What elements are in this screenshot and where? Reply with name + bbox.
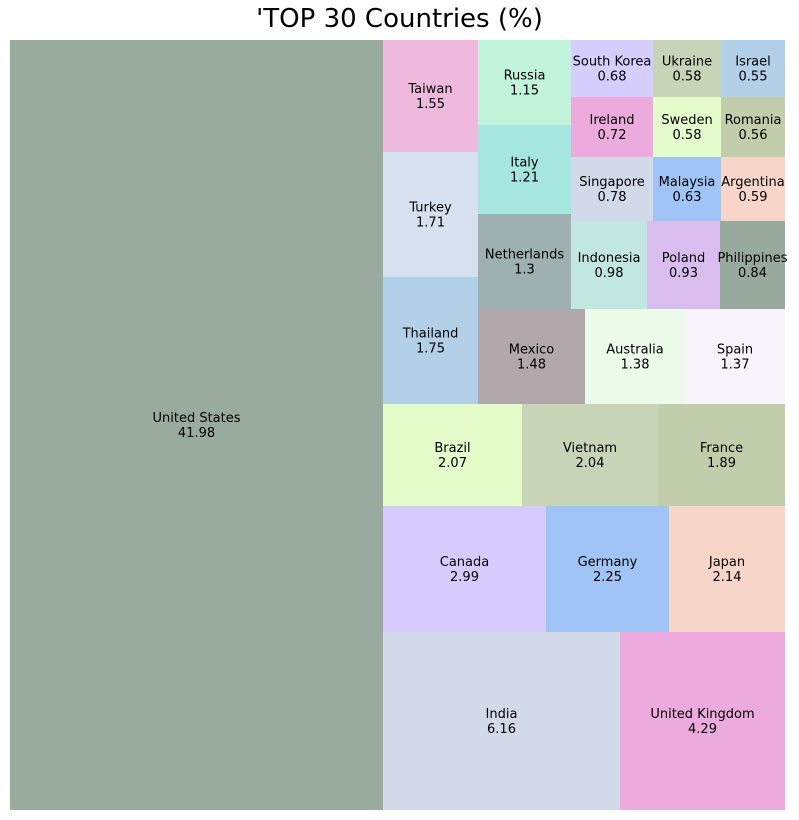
tile-value-vietnam: 2.04 xyxy=(576,456,605,471)
tile-value-germany: 2.25 xyxy=(593,570,622,585)
tile-label-mexico: Mexico xyxy=(509,343,554,358)
tile-value-indonesia: 0.98 xyxy=(595,266,624,281)
tile-italy xyxy=(478,125,571,214)
tile-value-japan: 2.14 xyxy=(713,570,742,585)
tile-value-italy: 1.21 xyxy=(510,171,539,186)
tile-germany xyxy=(546,506,669,632)
tile-label-canada: Canada xyxy=(440,555,489,570)
tile-label-india: India xyxy=(486,707,518,722)
tile-label-malaysia: Malaysia xyxy=(659,175,716,190)
tile-value-netherlands: 1.3 xyxy=(514,263,535,278)
tile-malaysia xyxy=(653,157,721,221)
tile-taiwan xyxy=(383,40,478,152)
tile-value-mexico: 1.48 xyxy=(517,358,546,373)
tile-value-sweden: 0.58 xyxy=(673,128,702,143)
tile-label-thailand: Thailand xyxy=(402,327,459,342)
tile-romania xyxy=(721,97,785,157)
tile-united-kingdom xyxy=(620,632,785,810)
tile-value-philippines: 0.84 xyxy=(738,266,767,281)
tile-value-ireland: 0.72 xyxy=(598,128,627,143)
tile-label-south-korea: South Korea xyxy=(573,55,652,70)
tile-label-vietnam: Vietnam xyxy=(563,441,617,456)
tile-united-states xyxy=(10,40,383,810)
tile-spain xyxy=(685,309,785,404)
tile-label-japan: Japan xyxy=(708,555,745,570)
tile-label-germany: Germany xyxy=(578,555,638,570)
tile-value-spain: 1.37 xyxy=(721,358,750,373)
tile-russia xyxy=(478,40,571,125)
tile-canada xyxy=(383,506,546,632)
tile-value-romania: 0.56 xyxy=(739,128,768,143)
tile-ukraine xyxy=(653,40,721,97)
tile-label-poland: Poland xyxy=(662,251,705,266)
tile-value-united-states: 41.98 xyxy=(178,426,215,441)
tile-label-argentina: Argentina xyxy=(721,175,784,190)
tile-label-israel: Israel xyxy=(735,55,771,70)
tile-label-russia: Russia xyxy=(504,69,546,84)
tile-label-turkey: Turkey xyxy=(408,201,452,216)
tile-australia xyxy=(585,309,685,404)
tile-label-romania: Romania xyxy=(725,113,782,128)
tile-philippines xyxy=(720,221,785,309)
tile-value-russia: 1.15 xyxy=(510,84,539,99)
tile-label-united-kingdom: United Kingdom xyxy=(650,707,754,722)
tile-indonesia xyxy=(571,221,647,309)
tile-argentina xyxy=(721,157,785,221)
chart-title: 'TOP 30 Countries (%) xyxy=(256,4,543,34)
tile-label-united-states: United States xyxy=(152,411,240,426)
tile-value-singapore: 0.78 xyxy=(598,190,627,205)
tile-turkey xyxy=(383,152,478,277)
tile-label-ukraine: Ukraine xyxy=(662,55,712,70)
tile-label-philippines: Philippines xyxy=(717,251,787,266)
tile-value-india: 6.16 xyxy=(487,722,516,737)
tile-poland xyxy=(647,221,720,309)
tile-value-malaysia: 0.63 xyxy=(673,190,702,205)
tile-value-thailand: 1.75 xyxy=(416,342,445,357)
tile-value-taiwan: 1.55 xyxy=(416,97,445,112)
tile-label-brazil: Brazil xyxy=(434,441,470,456)
tile-sweden xyxy=(653,97,721,157)
tile-label-netherlands: Netherlands xyxy=(485,248,564,263)
tile-france xyxy=(658,404,785,506)
tile-label-singapore: Singapore xyxy=(579,175,645,190)
tile-label-taiwan: Taiwan xyxy=(407,82,452,97)
tile-netherlands xyxy=(478,214,571,309)
tile-value-united-kingdom: 4.29 xyxy=(688,722,717,737)
tile-brazil xyxy=(383,404,522,506)
tile-value-turkey: 1.71 xyxy=(416,216,445,231)
tile-thailand xyxy=(383,277,478,404)
tile-label-italy: Italy xyxy=(510,156,539,171)
tile-value-poland: 0.93 xyxy=(669,266,698,281)
tile-mexico xyxy=(478,309,585,404)
tile-label-australia: Australia xyxy=(606,343,664,358)
tile-vietnam xyxy=(522,404,658,506)
tile-label-ireland: Ireland xyxy=(590,113,635,128)
tile-label-spain: Spain xyxy=(717,343,753,358)
tile-label-france: France xyxy=(700,441,743,456)
tile-value-israel: 0.55 xyxy=(739,70,768,85)
tile-japan xyxy=(669,506,785,632)
tile-india xyxy=(383,632,620,810)
tile-label-indonesia: Indonesia xyxy=(578,251,641,266)
tile-ireland xyxy=(571,97,653,157)
tile-south-korea xyxy=(571,40,653,97)
tile-label-sweden: Sweden xyxy=(661,113,712,128)
tile-value-canada: 2.99 xyxy=(450,570,479,585)
tile-value-argentina: 0.59 xyxy=(739,190,768,205)
tile-value-australia: 1.38 xyxy=(621,358,650,373)
tile-value-ukraine: 0.58 xyxy=(673,70,702,85)
tile-value-south-korea: 0.68 xyxy=(598,70,627,85)
tile-israel xyxy=(721,40,785,97)
tile-singapore xyxy=(571,157,653,221)
tile-value-brazil: 2.07 xyxy=(438,456,467,471)
tile-value-france: 1.89 xyxy=(707,456,736,471)
